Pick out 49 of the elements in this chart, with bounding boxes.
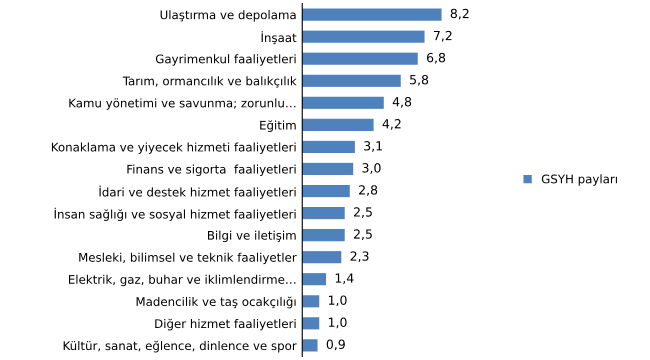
data-label: 3,0 — [362, 163, 381, 174]
y-tick-label: Madencilik ve taş ocakçılığı — [136, 296, 296, 308]
bar — [302, 207, 345, 220]
bar — [302, 8, 442, 21]
y-tick-label: İnsan sağlığı ve sosyal hizmet faaliyetleri — [54, 208, 296, 221]
bar — [302, 339, 318, 352]
data-label: 2,3 — [350, 251, 369, 262]
bar — [302, 184, 350, 198]
data-label: 5,8 — [410, 74, 428, 86]
data-label: 2,5 — [354, 229, 372, 240]
bar — [302, 96, 384, 109]
data-label: 4,8 — [392, 96, 412, 108]
y-tick-label: İdari ve destek hizmet faaliyetleri — [100, 186, 296, 199]
bar — [302, 229, 345, 242]
data-label: 3,1 — [364, 141, 382, 152]
data-label: 1,4 — [336, 274, 354, 284]
bar — [302, 140, 355, 153]
bar — [302, 162, 354, 176]
data-label: 2,8 — [359, 185, 378, 196]
bar — [302, 273, 326, 286]
data-label: 1,0 — [328, 295, 347, 306]
data-label: 0,9 — [326, 340, 345, 350]
y-tick-label: Konaklama ve yiyecek hizmeti faaliyetleri — [52, 142, 296, 154]
bar — [302, 74, 401, 87]
y-tick-label: Eğitim — [260, 120, 296, 132]
y-tick-label: Elektrik, gaz, buhar ve iklimlendirme… — [68, 274, 296, 286]
data-label: 1,0 — [328, 317, 347, 328]
y-tick-label: Bilgi ve iletişim — [208, 230, 296, 242]
bar — [302, 251, 342, 264]
bar — [302, 30, 425, 43]
data-label: 6,8 — [426, 52, 446, 64]
y-tick-label: Mesleki, bilimsel ve teknik faaliyetler — [79, 252, 297, 264]
y-tick-label: Ulaştırma ve depolama — [160, 10, 296, 22]
y-tick-label: Kamu yönetimi ve savunma; zorunlu… — [69, 98, 296, 110]
y-tick-label: İnşaat — [262, 31, 296, 44]
bar — [302, 52, 418, 65]
data-label: 8,2 — [450, 8, 468, 20]
y-tick-label: Finans ve sigorta faaliyetleri — [127, 164, 296, 176]
y-tick-label: Gayrimenkul faaliyetleri — [156, 54, 296, 66]
y-tick-label: Diğer hizmet faaliyetleri — [155, 318, 296, 330]
y-tick-label: Kültür, sanat, eğlence, dinlence ve spor — [64, 340, 297, 352]
data-label: 4,2 — [382, 119, 401, 130]
data-label: 2,5 — [354, 207, 372, 218]
y-tick-label: Tarım, ormancılık ve balıkçılık — [122, 76, 297, 88]
bar — [302, 118, 374, 131]
bar — [302, 295, 320, 308]
legend-label: GSYH payları — [542, 174, 617, 186]
data-label: 7,2 — [434, 30, 452, 42]
bar — [302, 317, 320, 330]
